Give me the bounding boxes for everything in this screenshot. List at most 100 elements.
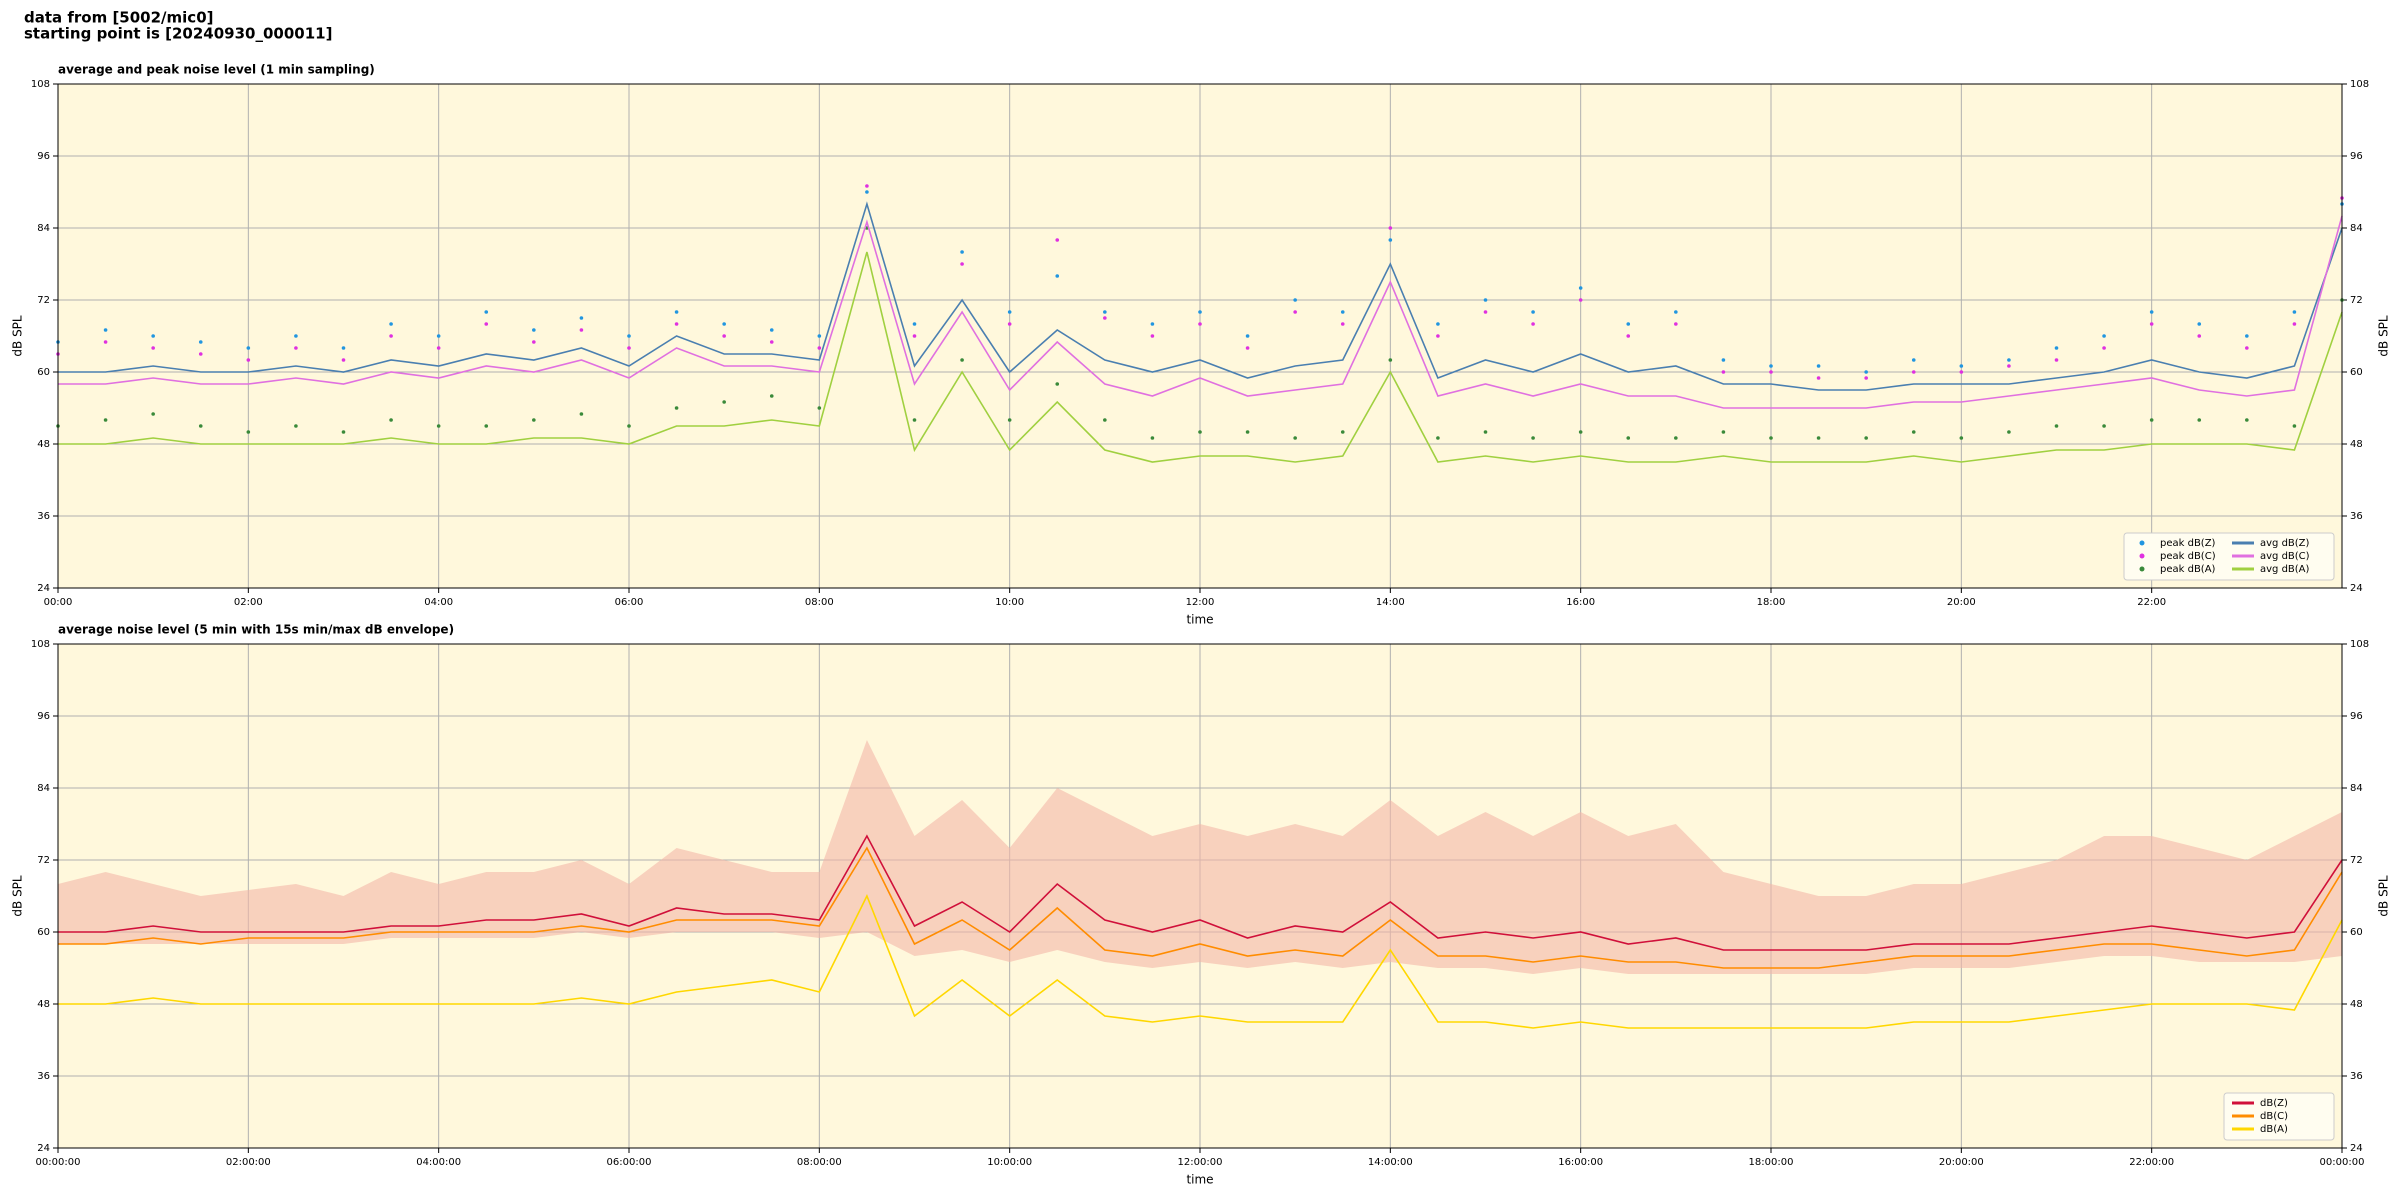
peak-dot xyxy=(1245,334,1250,338)
x-tick-label: 18:00:00 xyxy=(1749,1157,1794,1168)
series-line xyxy=(58,251,2343,463)
peak-dot xyxy=(2102,346,2106,350)
y-tick-label: 84 xyxy=(2350,783,2363,794)
peak-dot xyxy=(1816,376,1821,380)
x-tick-label: 00:00:00 xyxy=(36,1157,81,1168)
y-tick-label: 60 xyxy=(2350,927,2363,938)
peak-dot xyxy=(1578,286,1583,290)
legend-label: dB(C) xyxy=(2260,1111,2288,1122)
y-tick-label: 36 xyxy=(37,1071,50,1082)
y-tick-label: 60 xyxy=(2350,367,2363,378)
peak-dot xyxy=(246,346,251,350)
x-tick-label: 00:00:00 xyxy=(2320,1157,2365,1168)
peak-dot xyxy=(2292,322,2297,326)
series-line xyxy=(58,215,2343,409)
peak-dot xyxy=(1864,370,1868,374)
peak-dot xyxy=(1055,238,1060,242)
header-line: data from [5002/mic0] xyxy=(24,9,214,27)
peak-dot xyxy=(484,322,489,326)
x-tick-label: 10:00 xyxy=(995,597,1024,608)
peak-dot xyxy=(2054,346,2059,350)
peak-dot xyxy=(2292,424,2297,428)
peak-dot xyxy=(2245,346,2249,350)
peak-dot xyxy=(1959,436,1964,440)
peak-dot xyxy=(1864,436,1868,440)
peak-dot xyxy=(960,250,964,254)
peak-dot xyxy=(1911,358,1916,362)
peak-dot xyxy=(484,424,489,428)
peak-dot xyxy=(1007,322,1012,326)
peak-dot xyxy=(151,334,155,338)
x-tick-label: 08:00:00 xyxy=(797,1157,842,1168)
peak-dot xyxy=(1674,310,1678,314)
peak-dot xyxy=(1340,310,1345,314)
peak-dot xyxy=(2102,334,2106,338)
peak-dot xyxy=(1388,226,1393,230)
peak-dot xyxy=(1721,358,1726,362)
peak-dot xyxy=(865,190,869,194)
peak-dot xyxy=(627,424,631,428)
legend-label: avg dB(A) xyxy=(2260,564,2310,575)
legend-box xyxy=(2123,532,2335,581)
y-tick-label: 108 xyxy=(31,639,50,650)
x-tick-label: 00:00 xyxy=(44,597,73,608)
y-tick-label: 36 xyxy=(37,511,50,522)
peak-dot xyxy=(2292,310,2297,314)
peak-dot xyxy=(1245,346,1250,350)
y-tick-label: 96 xyxy=(37,151,50,162)
peak-dot xyxy=(151,412,155,416)
peak-dot xyxy=(579,316,584,320)
peak-dot xyxy=(2054,424,2059,428)
peak-dot xyxy=(1198,322,1202,326)
x-tick-label: 14:00:00 xyxy=(1368,1157,1413,1168)
peak-dot xyxy=(2007,364,2011,368)
peak-dot xyxy=(532,340,536,344)
peak-dot xyxy=(389,322,393,326)
peak-dot xyxy=(1007,310,1012,314)
x-tick-label: 12:00 xyxy=(1186,597,1215,608)
x-tick-label: 18:00 xyxy=(1757,597,1786,608)
x-tick-label: 16:00 xyxy=(1566,597,1595,608)
peak-dot xyxy=(2102,424,2106,428)
peak-dot xyxy=(532,418,536,422)
chart-title: average noise level (5 min with 15s min/… xyxy=(58,623,454,637)
peak-dot xyxy=(627,334,631,338)
y-tick-label: 96 xyxy=(37,711,50,722)
y-tick-label: 96 xyxy=(2350,711,2363,722)
peak-dot xyxy=(1388,358,1393,362)
peak-dot xyxy=(1626,322,1631,326)
peak-dot xyxy=(436,346,441,350)
x-tick-label: 06:00 xyxy=(615,597,644,608)
peak-dot xyxy=(1388,238,1393,242)
y-tick-label: 108 xyxy=(2350,79,2369,90)
peak-dot xyxy=(246,358,251,362)
peak-dot xyxy=(1103,310,1107,314)
legend-label: dB(A) xyxy=(2260,1124,2288,1135)
peak-dot xyxy=(151,346,155,350)
peak-dot xyxy=(2007,430,2011,434)
peak-dot xyxy=(1293,436,1297,440)
peak-dot xyxy=(1674,436,1678,440)
peak-dot xyxy=(198,340,203,344)
peak-dot xyxy=(1436,334,1440,338)
peak-dot xyxy=(1769,364,1773,368)
peak-dot xyxy=(722,322,726,326)
peak-dot xyxy=(341,430,346,434)
peak-dot xyxy=(674,406,679,410)
x-tick-label: 22:00 xyxy=(2137,597,2166,608)
peak-dot xyxy=(1769,370,1773,374)
peak-dot xyxy=(1293,310,1297,314)
y-tick-label: 108 xyxy=(2350,639,2369,650)
peak-dot xyxy=(1626,436,1631,440)
peak-dot xyxy=(389,334,393,338)
peak-dot xyxy=(1103,418,1107,422)
peak-dot xyxy=(2149,310,2154,314)
peak-dot xyxy=(674,310,679,314)
y-tick-label: 60 xyxy=(37,927,50,938)
peak-dot xyxy=(1150,334,1155,338)
x-tick-label: 10:00:00 xyxy=(987,1157,1032,1168)
peak-dot xyxy=(1483,430,1488,434)
legend-marker xyxy=(2139,553,2145,559)
peak-dot xyxy=(1721,370,1726,374)
